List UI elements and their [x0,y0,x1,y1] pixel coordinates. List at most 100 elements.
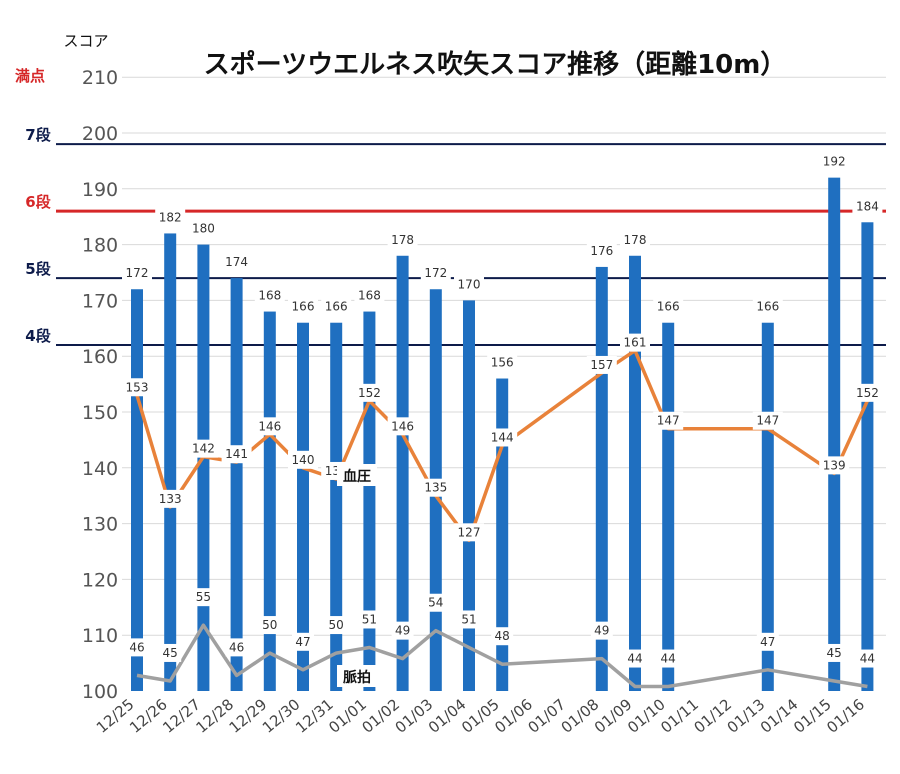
x-tick-label: 12/31 [292,695,337,737]
pulse-data-label: 46 [229,640,244,654]
bp-data-label-bg [387,417,418,436]
y-tick-label: 120 [82,569,118,591]
y-tick-label: 190 [82,179,118,201]
bp-data-label: 142 [192,442,215,456]
pulse-data-label: 50 [262,618,277,632]
score-data-label-bg [288,297,318,316]
score-data-label-bg [620,230,650,249]
y-tick-label: 200 [82,123,118,145]
score-bar [230,278,243,691]
pulse-data-label: 44 [627,652,642,666]
pulse-data-label-bg [823,643,846,662]
bp-series-name: 血圧 [343,468,371,485]
bp-data-label: 133 [159,492,182,506]
y-tick-label: 110 [82,625,118,647]
pulse-data-label: 45 [827,646,842,660]
reference-line-label: 4段 [25,327,50,345]
y-tick-label: 130 [82,514,118,536]
score-bar [363,311,376,691]
pulse-series-name-bg [337,665,377,687]
pulse-line [136,623,868,689]
bp-data-label: 146 [258,419,281,433]
pulse-data-label: 51 [461,612,476,626]
x-tick-label: 01/11 [657,695,702,737]
pulse-data-label: 55 [196,590,211,604]
bp-data-label-bg [254,417,285,436]
pulse-data-label: 48 [495,629,510,643]
bp-data-label-bg [819,456,850,475]
score-bars [131,177,874,691]
score-data-label-bg [155,208,186,227]
reference-lines: 満点 7段 6段 5段 4段 [15,67,886,347]
y-axis-label: スコア [63,32,108,50]
score-bar [330,322,343,691]
score-data-label: 170 [458,277,481,291]
score-bar [263,311,276,691]
x-tick-label: 01/12 [690,695,735,737]
bp-data-label-bg [487,428,518,447]
score-data-label: 178 [624,233,647,247]
score-data-label-bg [752,297,783,316]
pulse-data-label-bg [292,632,314,651]
chart-title: スポーツウエルネス吹矢スコア推移（距離10m） [204,49,787,80]
x-tick-label: 01/10 [624,695,669,737]
score-data-label: 168 [358,289,381,303]
x-tick-label: 01/03 [392,695,437,737]
score-data-label: 178 [391,233,414,247]
x-tick-label: 01/01 [325,695,370,737]
score-data-label-bg [387,230,418,249]
score-bar [463,300,475,691]
x-tick-label: 12/29 [226,695,271,737]
reference-line-label: 5段 [25,260,50,278]
pulse-data-label: 49 [594,624,609,638]
y-tick-label: 160 [82,346,118,368]
score-bar [396,255,409,691]
score-data-label: 182 [159,210,182,224]
pulse-data-label: 45 [163,646,178,660]
pulse-data-label: 44 [860,652,875,666]
bp-data-label: 147 [657,414,680,428]
bp-data-label: 153 [126,380,149,394]
bp-data-label: 161 [624,336,647,350]
x-tick-label: 12/26 [126,695,171,737]
pulse-data-label-bg [325,616,348,635]
score-data-label: 156 [491,356,514,370]
bp-data-label: 146 [391,419,414,433]
y-tick-label: 150 [82,402,118,424]
pulse-data-label-bg [657,649,680,668]
pulse-data-label-bg [590,621,613,640]
bp-data-label-bg [122,378,152,397]
x-tick-label: 01/02 [358,695,403,737]
score-bar [164,233,177,691]
bp-data-label-bg [653,411,684,430]
pulse-data-label-bg [391,621,414,640]
bp-data-label-bg [354,383,385,402]
y-tick-label: 140 [82,458,118,480]
bp-data-label: 157 [590,358,613,372]
score-data-label: 174 [225,255,248,269]
pulse-data-label-bg [192,588,215,607]
x-tick-labels: 12/2512/2612/2712/2812/2912/3012/3101/01… [93,695,868,737]
score-data-label-bg [586,241,617,260]
score-bar [828,177,841,691]
y-tick-label: 170 [82,290,118,312]
score-data-label: 166 [325,300,348,314]
score-data-label: 192 [823,155,846,169]
pulse-data-label-bg [358,610,381,629]
reference-line-label: 6段 [25,193,50,211]
pulse-data-label-bg [225,638,248,657]
score-data-label-bg [354,286,385,305]
bp-data-label-bg [752,411,783,430]
bp-data-label: 139 [823,458,846,472]
x-tick-label: 01/16 [823,695,868,737]
score-data-label: 168 [258,289,281,303]
bp-data-label-bg [155,489,186,508]
pulse-data-label: 47 [760,635,775,649]
score-data-label: 172 [126,266,149,280]
pulse-data-label: 46 [129,640,144,654]
pulse-data-label-bg [624,649,646,668]
x-tick-label: 01/06 [491,695,536,737]
pulse-data-label: 49 [395,624,410,638]
x-tick-label: 01/05 [458,695,503,737]
